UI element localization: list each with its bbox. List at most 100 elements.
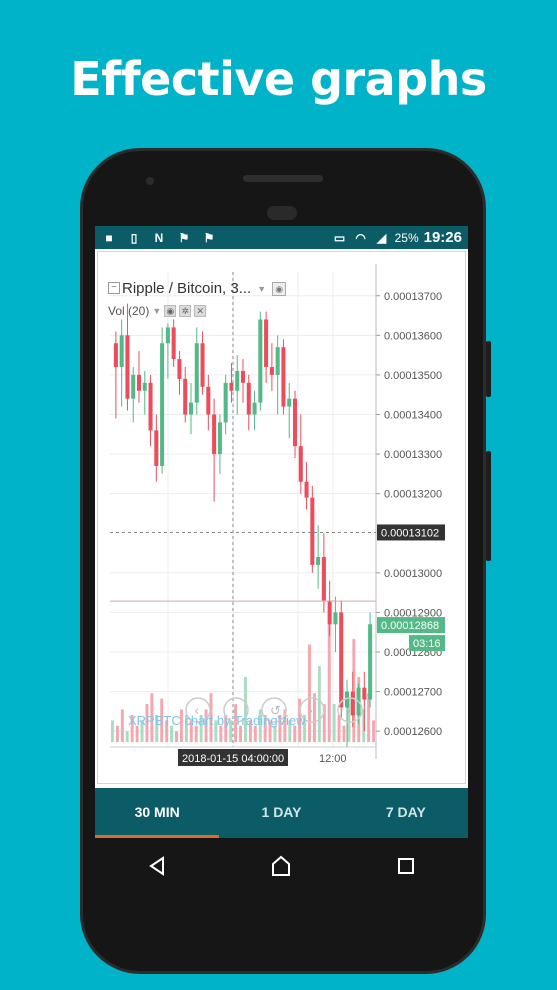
volume-bar xyxy=(189,720,193,742)
volume-bar xyxy=(342,725,346,742)
chart-title: Ripple / Bitcoin, 3... xyxy=(122,280,252,297)
volume-bar xyxy=(283,709,287,742)
chart-nav-glyph: ↺ xyxy=(270,704,281,719)
volume-bar xyxy=(317,666,321,742)
y-tick-label: 0.00013200 xyxy=(384,489,442,501)
volume-bar xyxy=(184,714,188,742)
chart-nav-button xyxy=(185,697,211,723)
wifi-icon: ◠ xyxy=(355,230,366,245)
candle-body xyxy=(252,402,257,415)
x-crosshair-label: 2018-01-15 04:00:00 xyxy=(182,753,284,765)
cast-icon: ▭ xyxy=(333,230,346,245)
battery-percent: 25% xyxy=(394,230,419,245)
volume-bar xyxy=(170,725,174,742)
chart-nav-button xyxy=(223,697,249,723)
tab-7-day[interactable]: 7 DAY xyxy=(385,804,426,820)
volume-bar xyxy=(145,704,149,742)
volume-bar xyxy=(308,644,311,742)
volume-bar xyxy=(125,731,129,742)
collapse-icon[interactable]: − xyxy=(108,282,120,294)
volume-settings-icon[interactable]: ✲ xyxy=(179,305,192,317)
volume-bar xyxy=(347,698,351,742)
flag-app-icon: ⚑ xyxy=(178,230,190,245)
eye-icon[interactable]: ◉ xyxy=(272,281,287,296)
countdown-tag xyxy=(409,635,445,652)
volume-bar xyxy=(239,725,242,742)
video-icon: ■ xyxy=(105,230,113,245)
tab-30-min[interactable]: 30 MIN xyxy=(95,788,220,838)
candle-body xyxy=(269,367,274,375)
x-tick-label: 12:00 xyxy=(319,753,347,765)
candle-body xyxy=(194,343,199,403)
candle-body xyxy=(206,386,211,415)
volume-eye-icon[interactable]: ◉ xyxy=(164,305,177,317)
volume-bar xyxy=(362,709,366,742)
volume-bar xyxy=(268,720,272,742)
last-price-label: 0.00012868 xyxy=(381,620,439,632)
chevron-down-icon[interactable]: ▼ xyxy=(257,283,267,294)
chart-nav-glyph: › xyxy=(346,704,351,719)
volume-bar xyxy=(120,709,124,742)
battery-saver-icon: ▯ xyxy=(130,230,138,245)
crosshair-price-label: 0.00013102 xyxy=(381,527,439,539)
volume-bar xyxy=(199,714,203,742)
volume-bar xyxy=(130,714,134,742)
volume-close-icon[interactable]: ✕ xyxy=(194,305,207,317)
home-icon[interactable] xyxy=(261,846,301,886)
volume-bar xyxy=(179,709,183,742)
earpiece-speaker xyxy=(243,175,323,182)
volume-label: Vol (20) xyxy=(108,304,150,318)
candle-body xyxy=(350,691,355,716)
volume-bar xyxy=(229,720,233,742)
candle-body xyxy=(131,374,136,399)
candle-body xyxy=(183,378,188,415)
volume-bar xyxy=(273,725,277,742)
candle-body xyxy=(362,687,367,700)
candle-body xyxy=(229,382,234,391)
volume-bar xyxy=(327,612,331,742)
back-icon[interactable] xyxy=(137,846,177,886)
tab-1-day[interactable]: 1 DAY xyxy=(261,804,302,820)
volume-bar xyxy=(150,693,154,742)
volume-bar xyxy=(214,720,218,742)
candle-body xyxy=(321,557,326,601)
y-tick-label: 0.00013400 xyxy=(384,410,442,422)
candle-body xyxy=(119,335,124,367)
volume-bar xyxy=(140,720,144,742)
candle-body xyxy=(287,398,292,407)
candle-body xyxy=(281,347,286,407)
power-button xyxy=(486,341,491,397)
signal-icon: ◢ xyxy=(376,230,387,245)
headline: Effective graphs xyxy=(70,52,487,106)
volume-bar xyxy=(332,704,336,742)
volume-bar xyxy=(337,714,341,742)
candlestick-chart[interactable]: 0.00013700 0.00013600 0.00013500 0.00013400… xyxy=(98,252,467,785)
tradingview-watermark: XRPBTC chart by TradingView xyxy=(128,713,306,728)
candle-body xyxy=(368,624,373,700)
candle-body xyxy=(212,414,217,455)
last-price-tag xyxy=(377,617,445,634)
chart-nav-button xyxy=(337,697,363,723)
volume-bar xyxy=(165,720,169,742)
chart-nav-glyph: ‹ xyxy=(232,704,237,719)
chart-widget[interactable]: 0.00013700 0.00013600 0.00013500 0.00013400… xyxy=(97,251,466,784)
volume-bar xyxy=(293,725,297,742)
candle-body xyxy=(316,557,321,565)
y-tick-label: 0.00012700 xyxy=(384,687,442,699)
y-tick-label: 0.00012900 xyxy=(384,607,442,619)
candle-body xyxy=(264,319,269,367)
volume-bar xyxy=(258,709,262,742)
candle-body xyxy=(160,343,165,466)
volume-chevron-icon[interactable]: ▼ xyxy=(152,306,162,316)
proximity-sensor xyxy=(267,206,297,220)
volume-bar xyxy=(248,720,252,742)
candle-body xyxy=(333,612,338,625)
chart-nav-glyph: ‹ xyxy=(194,704,199,719)
volume-bar xyxy=(372,720,375,742)
volume-bar xyxy=(288,720,292,742)
candle-body xyxy=(246,382,251,415)
recents-icon[interactable] xyxy=(386,846,426,886)
candle-body xyxy=(113,343,118,367)
volume-bar xyxy=(115,725,119,742)
volume-bar xyxy=(135,725,139,742)
